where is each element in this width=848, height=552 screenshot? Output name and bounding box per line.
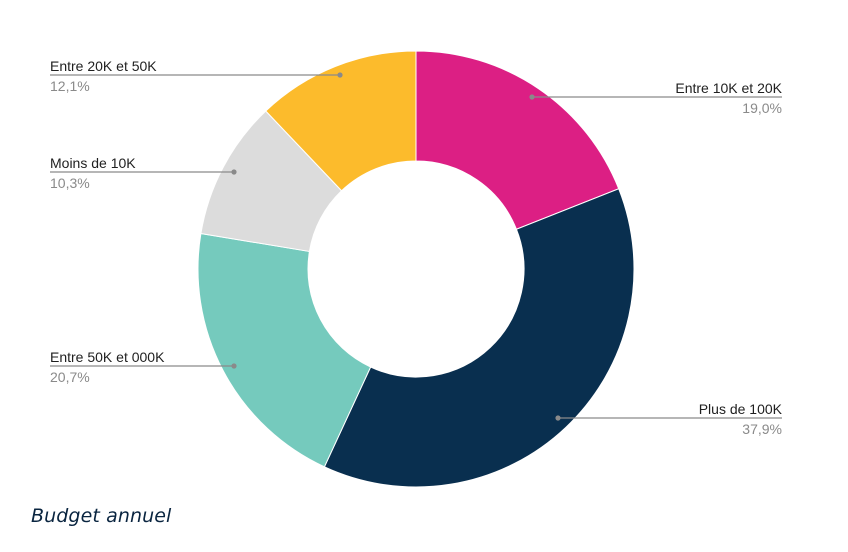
slice-percent-label: 37,9%: [742, 421, 782, 437]
donut-slice: [197, 232, 372, 468]
slice-percent-label: 20,7%: [50, 369, 90, 385]
slice-percent-label: 12,1%: [50, 78, 90, 94]
slice-label-group: Entre 50K et 000K 20,7%: [50, 349, 237, 385]
leader-dot: [555, 415, 561, 421]
slice-name-label: Entre 10K et 20K: [675, 80, 782, 96]
slice-name-label: Entre 20K et 50K: [50, 58, 157, 74]
leader-dot: [231, 363, 237, 369]
slice-percent-label: 10,3%: [50, 175, 90, 191]
slice-label-group: Moins de 10K 10,3%: [50, 155, 237, 191]
donut-slice: [323, 188, 635, 488]
donut-slice: [265, 50, 417, 192]
donut-slices: [197, 50, 635, 488]
slice-label-group: Entre 10K et 20K 19,0%: [529, 80, 783, 116]
slice-name-label: Moins de 10K: [50, 155, 136, 171]
slice-name-label: Plus de 100K: [699, 401, 783, 417]
slice-percent-label: 19,0%: [742, 100, 782, 116]
chart-caption: Budget annuel: [31, 505, 172, 527]
slice-label-group: Entre 20K et 50K 12,1%: [50, 58, 343, 94]
donut-slice: [415, 50, 620, 230]
slice-labels: Entre 10K et 20K 19,0% Plus de 100K 37,9% En…: [50, 58, 783, 437]
leader-dot: [231, 169, 237, 175]
slice-label-group: Plus de 100K 37,9%: [555, 401, 783, 437]
leader-dot: [337, 72, 343, 78]
slice-name-label: Entre 50K et 000K: [50, 349, 165, 365]
leader-dot: [529, 94, 535, 100]
